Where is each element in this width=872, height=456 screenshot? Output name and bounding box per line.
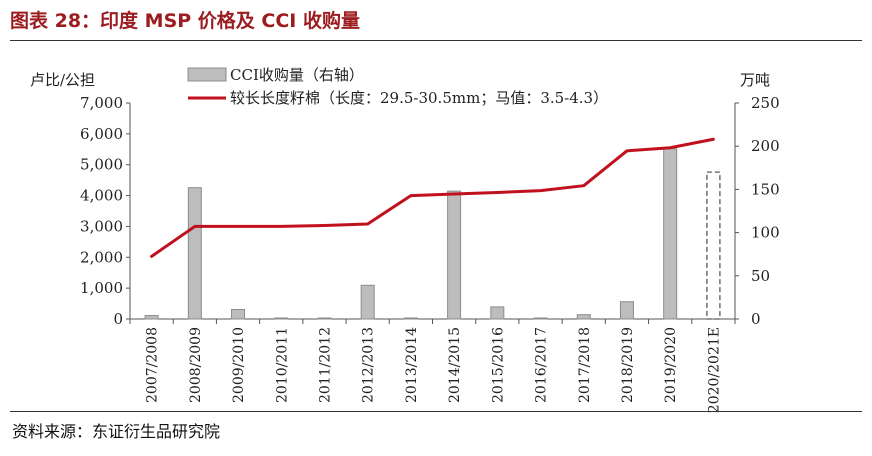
- bar: [231, 308, 246, 320]
- x-tick-label: 2019/2020: [663, 327, 679, 403]
- x-tick-label: 2020/2021E: [706, 327, 722, 413]
- left-tick-label: 7,000: [80, 94, 123, 112]
- right-axis-label: 万吨: [740, 71, 770, 89]
- source-rule: [10, 411, 862, 412]
- left-tick-label: 2,000: [80, 248, 123, 266]
- x-tick-label: 2008/2009: [188, 327, 204, 403]
- bar-estimated: [706, 171, 721, 320]
- legend-line-label: 较长长度籽棉（长度：29.5-30.5mm；马值：3.5-4.3）: [230, 89, 608, 107]
- right-tick-label: 250: [751, 94, 780, 112]
- x-tick-label: 2012/2013: [361, 327, 377, 403]
- bar: [490, 306, 505, 320]
- left-tick-label: 4,000: [80, 187, 123, 205]
- legend-bar-swatch: [187, 67, 227, 82]
- bar: [576, 314, 591, 320]
- right-tick-label: 0: [751, 310, 761, 328]
- bar: [274, 317, 289, 320]
- x-tick-label: 2011/2012: [317, 327, 333, 403]
- left-tick-label: 1,000: [80, 279, 123, 297]
- x-tick-label: 2016/2017: [534, 327, 550, 403]
- bar: [403, 317, 418, 320]
- x-tick-label: 2014/2015: [447, 327, 463, 403]
- right-tick-label: 100: [751, 224, 780, 242]
- bar: [619, 301, 634, 320]
- x-tick-label: 2007/2008: [145, 327, 161, 403]
- bar: [317, 317, 332, 320]
- bar: [663, 148, 678, 320]
- legend-bar-label: CCI收购量（右轴）: [230, 66, 364, 84]
- source-note: 资料来源：东证衍生品研究院: [12, 422, 221, 441]
- x-tick-label: 2015/2016: [490, 327, 506, 403]
- bar: [360, 284, 375, 320]
- bar: [533, 317, 548, 320]
- bar: [447, 190, 462, 320]
- msp-price-line: [150, 137, 715, 258]
- left-tick-label: 5,000: [80, 156, 123, 174]
- x-tick-label: 2013/2014: [404, 327, 420, 403]
- right-tick-label: 50: [751, 267, 770, 285]
- x-tick-label: 2017/2018: [577, 327, 593, 403]
- left-tick-label: 0: [113, 310, 123, 328]
- left-tick-label: 6,000: [80, 125, 123, 143]
- right-tick-label: 150: [751, 180, 780, 198]
- left-axis-label: 卢比/公担: [30, 71, 95, 89]
- bar: [144, 315, 159, 320]
- left-tick-label: 3,000: [80, 217, 123, 235]
- bar: [187, 187, 202, 320]
- x-tick-label: 2010/2011: [274, 327, 290, 403]
- right-tick-label: 200: [751, 137, 780, 155]
- x-tick-label: 2009/2010: [231, 327, 247, 403]
- figure-title: 图表 28：印度 MSP 价格及 CCI 收购量: [10, 10, 360, 32]
- title-rule: [10, 40, 862, 41]
- x-tick-label: 2018/2019: [620, 327, 636, 403]
